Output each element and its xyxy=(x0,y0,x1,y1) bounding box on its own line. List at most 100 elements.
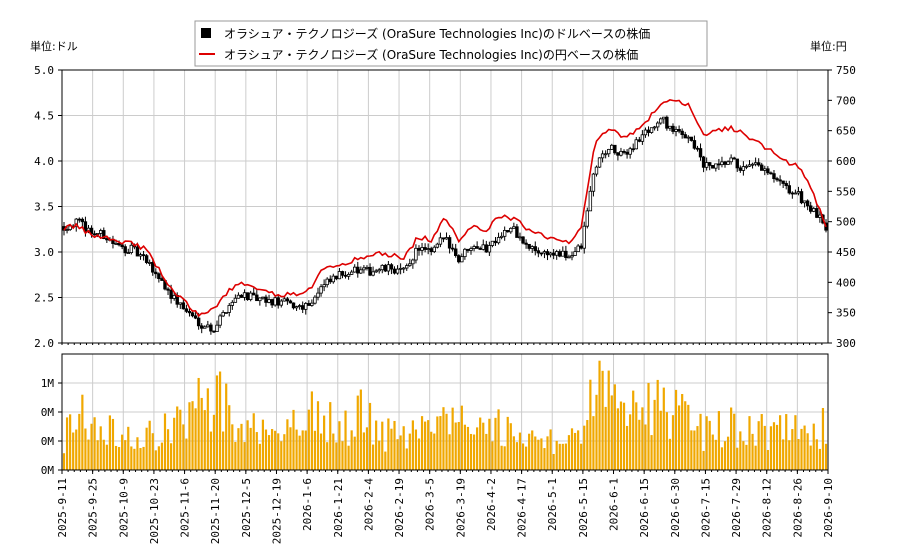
candle-body xyxy=(304,303,308,310)
volume-bar xyxy=(353,436,356,470)
candle-body xyxy=(203,326,207,329)
volume-bar xyxy=(742,441,745,470)
volume-bar xyxy=(442,407,445,470)
volume-bar xyxy=(222,431,225,470)
candle-body xyxy=(756,162,761,166)
candle-body xyxy=(80,218,85,223)
volume-bar xyxy=(448,434,451,470)
volume-bar xyxy=(323,415,326,470)
volume-bar xyxy=(586,420,589,470)
candle-body xyxy=(181,302,186,310)
candle-body xyxy=(603,153,608,156)
candle-body xyxy=(420,247,424,251)
candle-body xyxy=(567,256,571,259)
volume-bar xyxy=(681,394,684,470)
volume-bar xyxy=(604,406,607,470)
volume-bar xyxy=(252,413,255,470)
candle-body xyxy=(760,164,764,171)
candle-body xyxy=(769,172,773,175)
candle-body xyxy=(490,240,495,246)
volume-bar xyxy=(806,433,809,470)
volume-bar xyxy=(160,442,164,470)
usd-axis: 2.0 2.5 3.0 3.5 4.0 4.5 5.0 xyxy=(34,64,62,350)
candle-body xyxy=(717,163,721,166)
candle-body xyxy=(600,153,605,159)
candle-body xyxy=(426,248,430,250)
usd-tick-label: 2.0 xyxy=(34,337,54,350)
candle-body xyxy=(307,303,311,306)
volume-bar xyxy=(350,430,353,470)
date-tick-label: 2026-3-19 xyxy=(454,478,467,538)
candle-body xyxy=(248,292,253,300)
usd-tick-label: 3.5 xyxy=(34,201,54,214)
candle-body xyxy=(643,129,648,136)
volume-bar xyxy=(558,443,561,470)
candle-body xyxy=(438,237,443,245)
volume-bar xyxy=(485,433,488,470)
jpy-tick-label: 400 xyxy=(836,276,856,289)
candle-body xyxy=(723,161,727,165)
volume-bar xyxy=(298,435,301,470)
volume-bar xyxy=(650,435,653,470)
candle-body xyxy=(120,244,124,248)
volume-bar xyxy=(286,419,289,470)
volume-bar xyxy=(552,453,555,470)
volume-bar xyxy=(476,427,479,470)
candle-body xyxy=(398,267,403,270)
candle-body xyxy=(435,243,440,248)
volume-bar xyxy=(191,401,194,470)
volume-bar xyxy=(531,430,534,470)
price-grid xyxy=(61,69,829,344)
volume-bar xyxy=(72,432,75,470)
volume-bar xyxy=(390,428,393,470)
volume-bar xyxy=(739,431,742,470)
candle-body xyxy=(763,168,767,171)
candle-body xyxy=(160,278,164,281)
volume-bar xyxy=(472,434,476,470)
candle-body xyxy=(331,275,336,283)
candle-body xyxy=(288,300,293,304)
candle-body xyxy=(659,118,663,124)
jpy-tick-label: 700 xyxy=(836,94,856,107)
volume-bar xyxy=(500,445,503,470)
volume-bar xyxy=(583,425,586,470)
volume-bar xyxy=(93,417,96,470)
volume-bar xyxy=(127,426,130,470)
candle-body xyxy=(184,308,189,312)
volume-bar xyxy=(730,407,733,470)
volume-bar xyxy=(182,424,185,470)
volume-bar xyxy=(757,421,760,470)
candle-body xyxy=(405,265,409,269)
candle-body xyxy=(126,252,130,255)
date-axis: 2025-9-11 2025-9-25 2025-10-9 2025-10-23 202… xyxy=(56,343,835,544)
volume-bar xyxy=(506,416,509,470)
volume-bar xyxy=(751,433,754,470)
candle-body xyxy=(646,129,651,133)
volume-bar xyxy=(809,445,812,470)
volume-bar xyxy=(246,420,249,470)
volume-bar xyxy=(75,429,78,470)
candle-body xyxy=(233,297,238,303)
usd-tick-label: 2.5 xyxy=(34,292,54,305)
candle-body xyxy=(242,292,247,298)
candle-body xyxy=(649,127,654,133)
legend-jpy-label: オラシュア・テクノロジーズ (OraSure Technologies Inc)… xyxy=(224,47,638,62)
date-tick-label: 2026-9-10 xyxy=(822,478,835,538)
candle-body xyxy=(337,271,342,280)
volume-bar xyxy=(705,416,708,470)
candle-body xyxy=(377,269,381,272)
candle-body xyxy=(487,245,492,253)
volume-bar xyxy=(818,448,821,470)
candle-body xyxy=(619,151,623,156)
candle-body xyxy=(585,210,590,227)
volume-bar xyxy=(234,441,237,470)
volume-bar xyxy=(185,438,188,470)
volume-bar xyxy=(491,441,494,470)
volume-bar xyxy=(754,445,757,470)
volume-bar xyxy=(635,402,638,470)
candle-body xyxy=(597,157,602,168)
volume-bar xyxy=(644,424,647,470)
volume-bar xyxy=(102,439,105,470)
volume-bar xyxy=(610,395,613,470)
candle-body xyxy=(450,247,455,250)
